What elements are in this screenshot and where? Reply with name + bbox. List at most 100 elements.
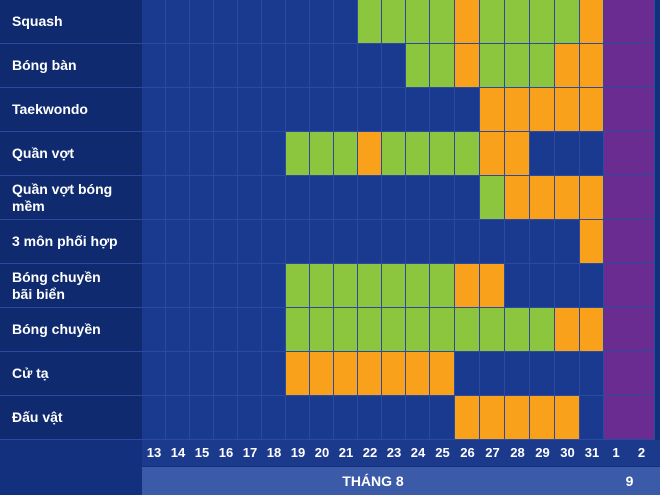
schedule-cell-navy [430,396,455,440]
schedule-cell-green [382,308,406,352]
schedule-cell-green [430,264,455,308]
schedule-cell-orange [555,88,580,132]
sport-label-text: 3 môn phối hợp [12,233,118,249]
schedule-cell-navy [406,176,430,220]
schedule-cell-navy [214,352,238,396]
schedule-cell-navy [555,264,580,308]
day-tick-label: 28 [510,445,525,460]
day-tick-label: 20 [314,445,330,460]
schedule-cell-navy [310,88,334,132]
schedule-cell-green [310,132,334,176]
schedule-cell-navy [406,88,430,132]
schedule-cell-green [430,308,455,352]
schedule-cell-navy [142,264,166,308]
schedule-cell-orange [530,176,555,220]
day-tick-label: 30 [560,445,575,460]
schedule-cell-navy [262,352,286,396]
schedule-cell-navy [190,264,214,308]
schedule-cell-navy [286,0,310,44]
schedule-cell-navy [142,176,166,220]
schedule-cell-green [406,308,430,352]
schedule-cell-navy [166,308,190,352]
schedule-cell-purple [604,88,655,132]
schedule-cell-navy [505,264,530,308]
schedule-cell-orange [555,44,580,88]
schedule-cell-green [358,0,382,44]
schedule-cell-navy [382,44,406,88]
schedule-cell-navy [214,308,238,352]
schedule-cell-navy [142,0,166,44]
schedule-cell-navy [580,396,604,440]
schedule-cell-navy [286,44,310,88]
schedule-cell-navy [142,132,166,176]
schedule-cell-orange [580,44,604,88]
schedule-cell-navy [214,88,238,132]
schedule-cell-green [480,0,505,44]
day-tick-label: 14 [170,445,186,460]
schedule-cell-navy [262,220,286,264]
schedule-cell-navy [238,44,262,88]
schedule-cell-navy [406,396,430,440]
schedule-cell-navy [310,220,334,264]
schedule-cell-green [334,132,358,176]
schedule-cell-orange [555,396,580,440]
schedule-cell-orange [480,88,505,132]
schedule-cell-purple [604,264,655,308]
schedule-cell-navy [555,352,580,396]
schedule-cell-navy [238,176,262,220]
schedule-cell-navy [166,132,190,176]
schedule-cell-orange [455,396,480,440]
sport-label-text: Đấu vật [12,409,63,425]
schedule-cell-orange [580,176,604,220]
schedule-cell-navy [555,220,580,264]
schedule-cell-navy [430,176,455,220]
schedule-cell-navy [480,220,505,264]
schedule-cell-navy [238,308,262,352]
schedule-cell-navy [142,88,166,132]
schedule-cell-navy [382,88,406,132]
schedule-cell-navy [334,176,358,220]
schedule-cell-orange [480,264,505,308]
schedule-cell-navy [166,396,190,440]
day-tick-label: 15 [194,445,210,460]
schedule-cell-orange [580,220,604,264]
schedule-cell-navy [214,176,238,220]
schedule-cell-navy [166,352,190,396]
schedule-cell-navy [580,264,604,308]
schedule-cell-purple [604,176,655,220]
schedule-cell-navy [190,220,214,264]
schedule-cell-green [455,308,480,352]
schedule-cell-green [310,308,334,352]
day-tick-label: 2 [637,445,646,460]
sport-label-text: Taekwondo [12,101,88,117]
schedule-cell-orange [505,132,530,176]
schedule-cell-navy [382,396,406,440]
schedule-cell-orange [358,132,382,176]
sport-label: Đấu vật [0,396,142,440]
schedule-cell-navy [214,44,238,88]
schedule-cell-orange [505,396,530,440]
schedule-cell-orange [580,308,604,352]
schedule-cell-green [382,264,406,308]
schedule-cell-navy [455,352,480,396]
schedule-cell-navy [580,352,604,396]
schedule-cell-green [406,132,430,176]
schedule-cell-navy [262,176,286,220]
sport-label-text: Bóng chuyền bãi biển [12,268,101,302]
schedule-cell-navy [214,396,238,440]
schedule-cell-navy [166,176,190,220]
schedule-cell-navy [238,88,262,132]
schedule-cell-navy [238,396,262,440]
schedule-cell-navy [238,132,262,176]
schedule-cell-orange [455,0,480,44]
schedule-cell-orange [358,352,382,396]
schedule-cell-green [310,264,334,308]
schedule-cell-navy [238,220,262,264]
schedule-cell-navy [214,264,238,308]
schedule-cell-navy [190,0,214,44]
day-tick-label: 24 [410,445,426,460]
schedule-cell-green [430,44,455,88]
schedule-cell-navy [262,264,286,308]
day-tick-label: 13 [146,445,162,460]
